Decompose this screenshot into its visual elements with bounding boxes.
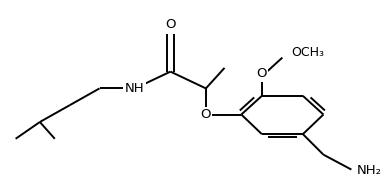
Text: NH: NH — [124, 82, 144, 95]
Text: O: O — [165, 17, 176, 31]
Text: O: O — [256, 67, 266, 80]
Text: OCH₃: OCH₃ — [292, 46, 325, 59]
Text: NH₂: NH₂ — [357, 164, 382, 177]
Text: O: O — [200, 108, 210, 121]
